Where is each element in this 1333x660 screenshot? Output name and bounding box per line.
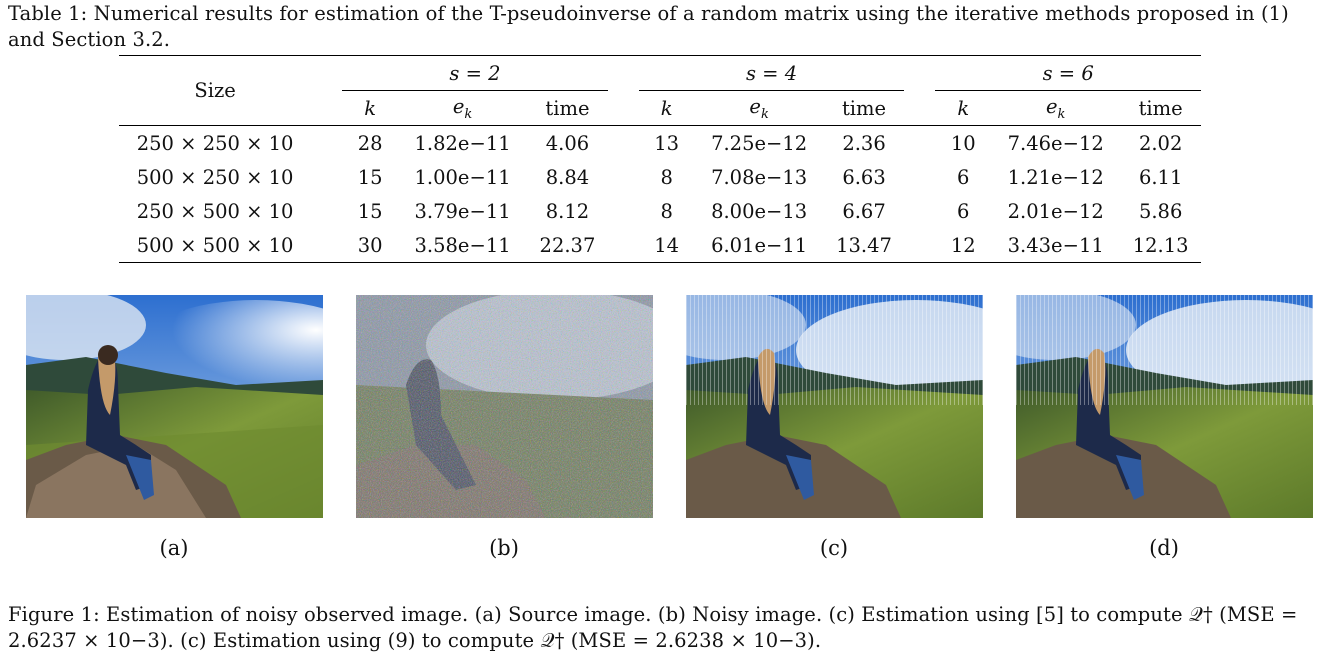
label-a: (a) [159,536,189,560]
time-cell: 12.13 [1132,233,1189,257]
k-cell: 13 [654,131,680,155]
size-cell: 250 × 250 × 10 [136,131,294,155]
table-row: 500 × 500 × 10 30 3.58e−11 22.37 14 6.01e−11 1… [119,228,1201,263]
group-header-s2: s = 2 [342,55,608,91]
size-cell: 500 × 250 × 10 [136,165,294,189]
k-cell: 10 [950,131,976,155]
mountain-photo-d [1016,295,1313,518]
k-cell: 28 [357,131,383,155]
results-table: Size s = 2 s = 4 s = 6 k ek time k ek ti… [119,55,1201,263]
error-cell: 3.43e−11 [1007,233,1104,257]
group-header-s4: s = 4 [638,55,905,91]
error-cell: 1.21e−12 [1007,165,1104,189]
k-cell: 8 [660,165,673,189]
time-cell: 5.86 [1138,199,1183,223]
error-cell: 2.01e−12 [1007,199,1104,223]
time-cell: 13.47 [836,233,892,257]
group-header-s6: s = 6 [935,55,1201,91]
label-d: (d) [1149,536,1179,560]
k-cell: 12 [950,233,976,257]
time-cell: 6.67 [842,199,886,223]
time-cell: 4.06 [545,131,590,155]
k-cell: 15 [357,165,383,189]
error-cell: 1.82e−11 [414,131,511,155]
col-time: time [1138,96,1183,120]
error-cell: 7.46e−12 [1007,131,1104,155]
source-image [26,295,323,518]
k-cell: 6 [957,165,970,189]
k-cell: 6 [957,199,970,223]
table-row: 250 × 500 × 10 15 3.79e−11 8.12 8 8.00e−13 6.6… [119,194,1201,228]
estimate-image-c [686,295,983,518]
k-cell: 15 [357,199,383,223]
time-cell: 6.63 [842,165,886,189]
time-cell: 2.36 [842,131,886,155]
col-time: time [545,96,590,120]
k-cell: 14 [654,233,680,257]
col-k: k [660,96,673,120]
estimate-image-d [1016,295,1313,518]
error-cell: 3.79e−11 [414,199,511,223]
col-ek: ek [749,94,769,122]
table-caption: Table 1: Numerical results for estimatio… [8,2,1289,51]
size-cell: 250 × 500 × 10 [136,199,294,223]
table-row: 500 × 250 × 10 15 1.00e−11 8.84 8 7.08e−13 6.6… [119,160,1201,194]
figure-caption: Figure 1: Estimation of noisy observed i… [8,603,1298,652]
size-header: Size [194,79,236,102]
time-cell: 22.37 [539,233,596,257]
error-cell: 7.25e−12 [711,131,808,155]
col-k: k [364,96,377,120]
error-cell: 7.08e−13 [711,165,808,189]
time-cell: 6.11 [1138,165,1183,189]
col-time: time [841,96,887,120]
size-cell: 500 × 500 × 10 [136,233,294,257]
mountain-photo-b [356,295,653,518]
mountain-photo-c [686,295,983,518]
error-cell: 6.01e−11 [711,233,808,257]
col-ek: ek [452,94,473,122]
label-c: (c) [819,536,849,560]
k-cell: 30 [357,233,383,257]
k-cell: 8 [660,199,673,223]
mountain-photo-a [26,295,323,518]
table-row: 250 × 250 × 10 28 1.82e−11 4.06 13 7.25e−12 2.… [119,126,1201,161]
error-cell: 1.00e−11 [414,165,511,189]
time-cell: 2.02 [1138,131,1183,155]
error-cell: 8.00e−13 [711,199,808,223]
col-k: k [957,96,970,120]
noisy-image [356,295,653,518]
time-cell: 8.12 [545,199,590,223]
error-cell: 3.58e−11 [414,233,511,257]
time-cell: 8.84 [545,165,590,189]
col-ek: ek [1045,94,1066,122]
label-b: (b) [489,536,519,560]
